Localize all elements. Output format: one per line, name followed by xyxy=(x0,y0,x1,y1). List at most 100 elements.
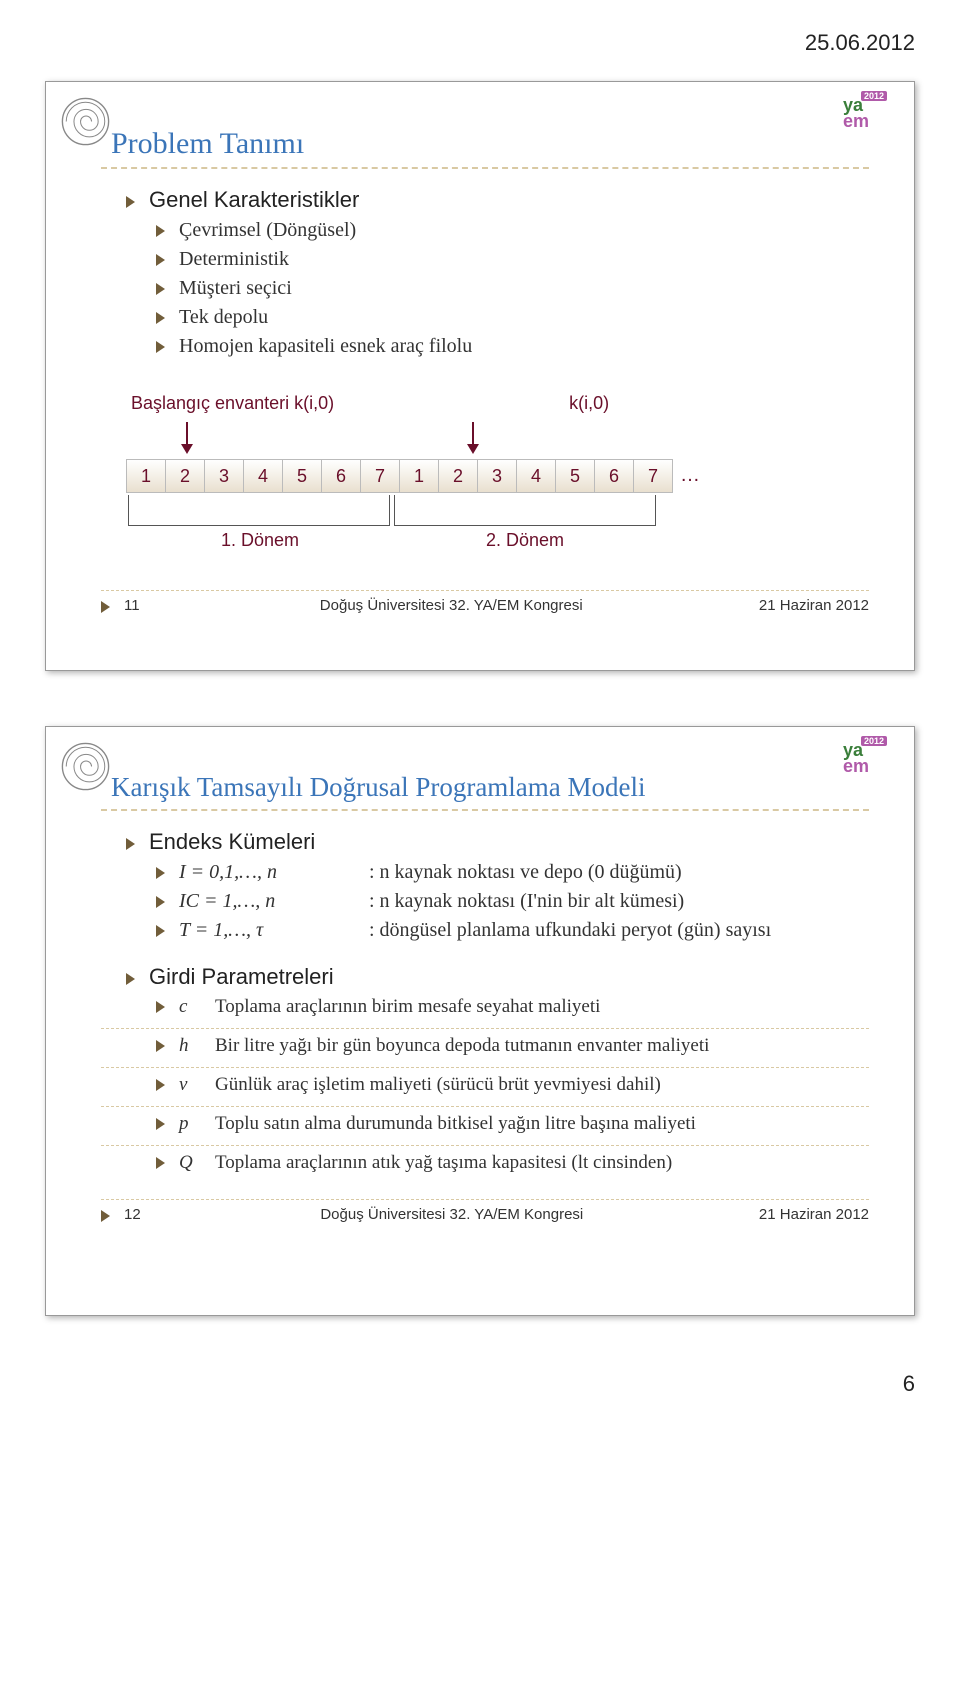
footer-mid: Doğuş Üniversitesi 32. YA/EM Kongresi xyxy=(144,597,759,614)
bullet-icon xyxy=(156,283,165,295)
timeline-cell: 5 xyxy=(282,459,322,493)
slide2-title: Karışık Tamsayılı Doğrusal Programlama M… xyxy=(111,772,869,803)
timeline-cell: 3 xyxy=(204,459,244,493)
bullet-icon xyxy=(156,254,165,266)
timeline-cell: 7 xyxy=(360,459,400,493)
inventory-labels: Başlangıç envanteri k(i,0) k(i,0) xyxy=(131,393,869,414)
index-row-0: I = 0,1,…, n : n kaynak noktası ve depo … xyxy=(156,861,869,884)
item-3: Tek depolu xyxy=(156,306,869,329)
bullet-icon xyxy=(156,341,165,353)
slide1-h1-text: Genel Karakteristikler xyxy=(149,187,359,212)
idx-sym: T = 1,…, τ xyxy=(179,919,369,942)
footer-right: 21 Haziran 2012 xyxy=(759,1206,869,1223)
timeline-cell: 1 xyxy=(399,459,439,493)
param-row-0: c Toplama araçlarının birim mesafe seyah… xyxy=(156,996,869,1018)
param-sym: p xyxy=(179,1113,215,1135)
idx-desc: : n kaynak noktası ve depo (0 düğümü) xyxy=(369,861,869,884)
timeline-cell: 5 xyxy=(555,459,595,493)
logo-em: em xyxy=(843,113,869,129)
param-divider xyxy=(101,1106,869,1107)
page: 25.06.2012 ya2012 em Problem Tanımı Gene… xyxy=(0,0,960,1437)
env-left: Başlangıç envanteri k(i,0) xyxy=(131,393,334,413)
page-number: 6 xyxy=(45,1371,915,1397)
slide1-heading: Genel Karakteristikler xyxy=(126,187,869,213)
bullet-icon xyxy=(156,1157,165,1169)
logo-badge: 2012 xyxy=(861,91,887,101)
yaem-logo: ya2012 em xyxy=(843,97,869,129)
bullet-icon xyxy=(156,312,165,324)
param-row-3: p Toplu satın alma durumunda bitkisel ya… xyxy=(156,1113,869,1135)
slide1-footer: 11 Doğuş Üniversitesi 32. YA/EM Kongresi… xyxy=(101,590,869,614)
timeline-cell: 3 xyxy=(477,459,517,493)
slide2-h1: Endeks Kümeleri xyxy=(126,829,869,855)
bracket-row: 1. Dönem 2. Dönem xyxy=(126,495,869,565)
param-row-2: v Günlük araç işletim maliyeti (sürücü b… xyxy=(156,1074,869,1096)
divider xyxy=(101,167,869,169)
h1-text: Endeks Kümeleri xyxy=(149,829,315,854)
bullet-icon xyxy=(156,225,165,237)
param-desc: Toplama araçlarının birim mesafe seyahat… xyxy=(215,996,869,1018)
bullet-icon xyxy=(101,1210,110,1222)
param-desc: Bir litre yağı bir gün boyunca depoda tu… xyxy=(215,1035,869,1057)
param-row-4: Q Toplama araçlarının atık yağ taşıma ka… xyxy=(156,1152,869,1174)
period1-label: 1. Dönem xyxy=(221,530,299,551)
timeline: 1 2 3 4 5 6 7 1 2 3 4 5 6 7 … 1. Dönem 2 xyxy=(126,459,869,565)
timeline-row: 1 2 3 4 5 6 7 1 2 3 4 5 6 7 … xyxy=(126,459,869,493)
bullet-icon xyxy=(156,925,165,937)
arrow-down-icon xyxy=(472,422,474,452)
env-right: k(i,0) xyxy=(569,393,609,413)
timeline-cell: 6 xyxy=(321,459,361,493)
bullet-icon xyxy=(156,867,165,879)
bullet-icon xyxy=(156,1001,165,1013)
footer-page: 12 xyxy=(124,1206,141,1223)
bullet-icon xyxy=(156,1118,165,1130)
param-divider xyxy=(101,1067,869,1068)
bracket-1 xyxy=(128,495,390,526)
item-text: Homojen kapasiteli esnek araç filolu xyxy=(179,335,472,357)
item-text: Tek depolu xyxy=(179,306,268,328)
slide-1: ya2012 em Problem Tanımı Genel Karakteri… xyxy=(45,81,915,671)
slide2-h2: Girdi Parametreleri xyxy=(126,964,869,990)
ammonite-icon xyxy=(58,94,113,149)
idx-desc: : n kaynak noktası (I'nin bir alt kümesi… xyxy=(369,890,869,913)
slide1-title: Problem Tanımı xyxy=(111,127,869,161)
idx-desc: : döngüsel planlama ufkundaki peryot (gü… xyxy=(369,919,869,942)
footer-page: 11 xyxy=(124,597,140,614)
bullet-icon xyxy=(126,838,135,850)
param-sym: h xyxy=(179,1035,215,1057)
item-text: Çevrimsel (Döngüsel) xyxy=(179,219,356,241)
item-text: Deterministik xyxy=(179,248,289,270)
param-desc: Günlük araç işletim maliyeti (sürücü brü… xyxy=(215,1074,869,1096)
item-4: Homojen kapasiteli esnek araç filolu xyxy=(156,335,869,358)
item-1: Deterministik xyxy=(156,248,869,271)
timeline-cell: 4 xyxy=(243,459,283,493)
arrow-row xyxy=(126,422,869,454)
item-2: Müşteri seçici xyxy=(156,277,869,300)
bracket-2 xyxy=(394,495,656,526)
param-divider xyxy=(101,1145,869,1146)
h2-text: Girdi Parametreleri xyxy=(149,964,334,989)
timeline-cell: 2 xyxy=(438,459,478,493)
yaem-logo: ya2012 em xyxy=(843,742,869,774)
timeline-cell: 4 xyxy=(516,459,556,493)
logo-em: em xyxy=(843,758,869,774)
arrow-down-icon xyxy=(186,422,188,452)
param-desc: Toplu satın alma durumunda bitkisel yağı… xyxy=(215,1113,869,1135)
index-row-2: T = 1,…, τ : döngüsel planlama ufkundaki… xyxy=(156,919,869,942)
param-sym: Q xyxy=(179,1152,215,1174)
bullet-icon xyxy=(156,1040,165,1052)
item-text: Müşteri seçici xyxy=(179,277,292,299)
bullet-icon xyxy=(126,973,135,985)
slide-2: ya2012 em Karışık Tamsayılı Doğrusal Pro… xyxy=(45,726,915,1316)
footer-right: 21 Haziran 2012 xyxy=(759,597,869,614)
ammonite-icon xyxy=(58,739,113,794)
page-date: 25.06.2012 xyxy=(45,30,915,56)
param-row-1: h Bir litre yağı bir gün boyunca depoda … xyxy=(156,1035,869,1057)
bullet-icon xyxy=(101,601,110,613)
period2-label: 2. Dönem xyxy=(486,530,564,551)
divider xyxy=(101,809,869,811)
timeline-cell: 7 xyxy=(633,459,673,493)
timeline-cell: 6 xyxy=(594,459,634,493)
param-sym: c xyxy=(179,996,215,1018)
param-desc: Toplama araçlarının atık yağ taşıma kapa… xyxy=(215,1152,869,1174)
